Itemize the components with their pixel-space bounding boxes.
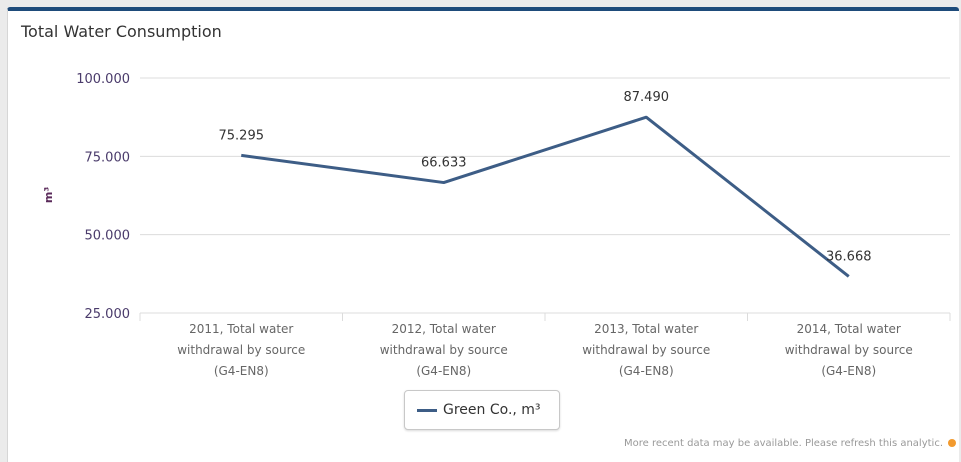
refresh-dot-icon[interactable] [948,439,956,447]
x-axis-categories: 2011, Total water withdrawal by source (G4… [139,313,951,378]
y-axis-ticks: 25.000 50.000 75.000 100.000 [76,72,130,322]
y-tick-label: 50.000 [85,229,131,244]
y-axis-title: m³ [42,187,55,203]
x-category-label: 2013, Total water withdrawal by source (G4… [582,322,710,378]
series-group [241,115,850,278]
legend-label: Green Co., m³ [443,402,541,418]
data-label: 75.295 [219,128,265,143]
y-tick-label: 75.000 [85,150,131,165]
refresh-note: More recent data may be available. Pleas… [624,438,943,449]
x-category-label: 2014, Total water withdrawal by source (G4… [785,322,913,378]
x-category-label: 2011, Total water withdrawal by source (G4… [177,322,305,378]
legend-swatch [417,408,437,412]
y-tick-label: 100.000 [76,72,130,87]
y-tick-label: 25.000 [85,307,131,322]
legend[interactable]: Green Co., m³ [404,390,560,430]
data-labels: 75.295 66.633 87.490 36.668 [219,90,872,264]
series-line [241,115,850,278]
data-label: 66.633 [421,156,467,171]
grid-lines [140,77,950,314]
data-label: 87.490 [624,90,670,105]
x-category-label: 2012, Total water withdrawal by source (G4… [380,322,508,378]
data-label: 36.668 [826,249,872,264]
panel-title: Total Water Consumption [21,22,222,41]
